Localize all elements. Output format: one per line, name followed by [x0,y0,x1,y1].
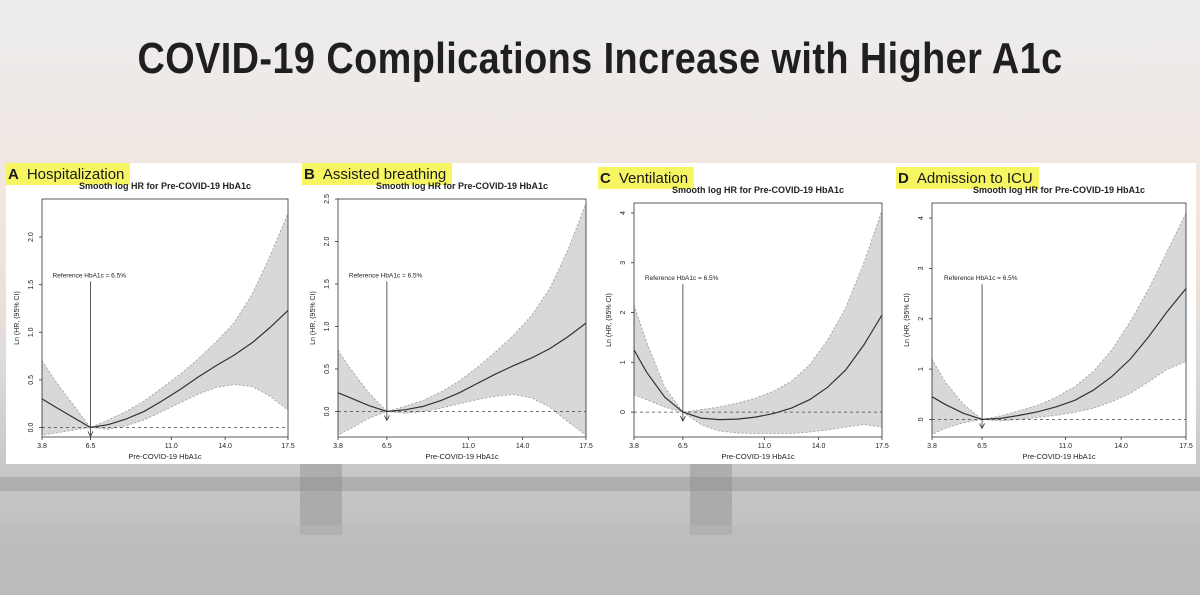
chart-title: Smooth log HR for Pre-COVID-19 HbA1c [973,185,1145,195]
y-tick-label: 4 [918,216,925,220]
chart-panel-b: B Assisted breathing Smooth log HR for P… [302,163,596,464]
y-tick-label: 1.5 [28,280,35,290]
y-tick-label: 0.0 [324,407,331,417]
chart-svg: Smooth log HR for Pre-COVID-19 HbA1c Refe… [904,185,1193,461]
x-tick-label: 11.0 [462,443,475,450]
x-tick-label: 6.5 [382,443,392,450]
estimate-line [931,288,1187,421]
y-axis-label: Ln (HR, (95% CI) [310,291,317,345]
x-tick-label: 6.5 [977,443,987,450]
ci-band [337,203,587,437]
x-tick-label: 11.0 [1059,443,1072,450]
x-tick-label: 17.5 [875,443,889,450]
x-tick-label: 14.0 [812,443,826,450]
x-tick-label: 17.5 [281,443,295,450]
y-axis-label: Ln (HR, (95% CI) [606,293,613,347]
y-tick-label: 0 [620,410,627,414]
x-axis-label: Pre-COVID-19 HbA1c [1022,452,1096,461]
panel-letter: D [898,169,909,187]
x-tick-label: 17.5 [1179,443,1193,450]
x-tick-label: 3.8 [927,443,937,450]
chart-title: Smooth log HR for Pre-COVID-19 HbA1c [672,185,844,195]
x-tick-label: 14.0 [218,443,232,450]
x-tick-label: 6.5 [86,443,96,450]
chart-svg: Smooth log HR for Pre-COVID-19 HbA1c Refe… [606,185,889,461]
y-tick-label: 2.0 [324,237,331,247]
panel-label: Ventilation [618,169,689,187]
x-tick-label: 3.8 [333,443,343,450]
estimate-line [633,314,883,421]
chart-svg: Smooth log HR for Pre-COVID-19 HbA1c Refe… [310,181,593,461]
panel-label: Admission to ICU [916,169,1033,187]
chart-panel-a: A Hospitalization Smooth log HR for Pre-… [6,163,298,464]
y-tick-label: 0.5 [28,375,35,385]
y-axis-label: Ln (HR, (95% CI) [14,291,21,345]
plot-frame [41,198,289,438]
reference-arrow-head [384,415,390,422]
figure-panels: A Hospitalization Smooth log HR for Pre-… [6,163,1196,464]
y-tick-label: 2.0 [28,232,35,242]
ci-band [633,210,883,434]
y-tick-label: 2.5 [324,194,331,204]
chart-svg: Smooth log HR for Pre-COVID-19 HbA1c Refe… [14,181,295,461]
panel-letter: C [600,169,611,187]
y-tick-label: 2 [620,310,627,314]
chart-title: Smooth log HR for Pre-COVID-19 HbA1c [79,181,251,191]
x-axis-label: Pre-COVID-19 HbA1c [128,452,202,461]
y-tick-label: 0.5 [324,364,331,374]
panel-header: A Hospitalization [6,163,131,185]
chart-panel-d: D Admission to ICU Smooth log HR for Pre… [896,167,1196,464]
ci-band [41,213,289,436]
x-tick-label: 14.0 [1114,443,1128,450]
estimate-line [41,309,289,429]
reference-arrow-head [87,431,94,438]
panel-header: D Admission to ICU [896,167,1039,189]
ci-band [931,212,1187,436]
slide-title: COVID-19 Complications Increase with Hig… [137,34,1063,83]
y-tick-label: 4 [620,211,627,215]
panel-header: B Assisted breathing [302,163,453,185]
panel-letter: A [8,165,19,183]
x-tick-label: 11.0 [758,443,771,450]
reference-annotation: Reference HbA1c = 6.5% [645,275,719,282]
chart-panel-c: C Ventilation Smooth log HR for Pre-COVI… [598,167,892,464]
x-axis-label: Pre-COVID-19 HbA1c [425,452,499,461]
x-tick-label: 17.5 [579,443,593,450]
y-tick-label: 0.0 [28,423,35,433]
panel-header: C Ventilation [598,167,695,189]
reference-annotation: Reference HbA1c = 6.5% [349,273,423,280]
x-tick-label: 6.5 [678,443,688,450]
y-tick-label: 3 [620,261,627,265]
y-tick-label: 0 [918,417,925,421]
plot-frame [633,202,883,438]
y-tick-label: 3 [918,266,925,270]
reference-annotation: Reference HbA1c = 6.5% [944,275,1018,282]
x-tick-label: 3.8 [37,443,47,450]
chart-title: Smooth log HR for Pre-COVID-19 HbA1c [376,181,548,191]
y-tick-label: 1.0 [28,327,35,337]
y-tick-label: 1 [918,367,925,371]
panel-label: Hospitalization [26,165,125,183]
reference-annotation: Reference HbA1c = 6.5% [52,273,126,280]
panel-letter: B [304,165,315,183]
plot-frame [931,202,1187,438]
x-tick-label: 14.0 [516,443,530,450]
background-bridge-silhouette [0,455,1200,595]
y-tick-label: 2 [918,317,925,321]
x-tick-label: 3.8 [629,443,639,450]
panel-label: Assisted breathing [322,165,447,183]
reference-arrow-head [979,423,985,430]
x-tick-label: 11.0 [165,443,178,450]
plot-frame [337,198,587,438]
reference-arrow-head [680,415,686,423]
estimate-line [337,322,587,413]
y-tick-label: 1.5 [324,279,331,289]
y-tick-label: 1.0 [324,322,331,332]
y-axis-label: Ln (HR, (95% CI) [904,293,911,347]
y-tick-label: 1 [620,360,627,364]
x-axis-label: Pre-COVID-19 HbA1c [721,452,795,461]
